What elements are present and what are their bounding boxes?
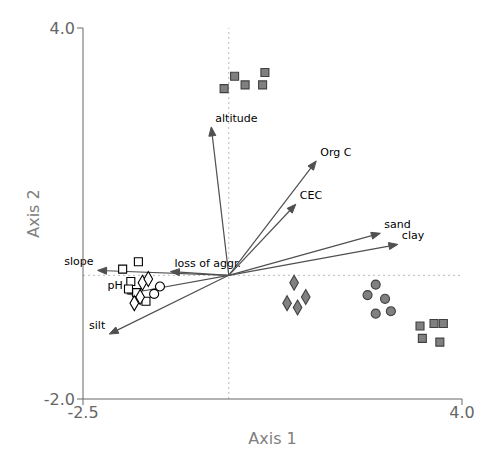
svg-text:Org C: Org C [320, 146, 351, 159]
svg-text:Axis 2: Axis 2 [24, 189, 43, 237]
svg-text:4.0: 4.0 [50, 19, 75, 38]
svg-text:-2.5: -2.5 [67, 403, 99, 423]
svg-text:silt: silt [89, 319, 106, 332]
svg-text:slope: slope [64, 255, 93, 268]
svg-text:pH: pH [107, 279, 122, 292]
svg-text:loss of aggr.: loss of aggr. [174, 257, 241, 270]
svg-text:CEC: CEC [300, 189, 323, 202]
svg-text:-2.0: -2.0 [44, 390, 75, 409]
svg-text:clay: clay [402, 229, 425, 242]
svg-text:altitude: altitude [215, 112, 257, 125]
svg-text:sand: sand [384, 218, 411, 232]
svg-text:4.0: 4.0 [449, 403, 474, 422]
svg-text:Axis 1: Axis 1 [248, 429, 296, 448]
